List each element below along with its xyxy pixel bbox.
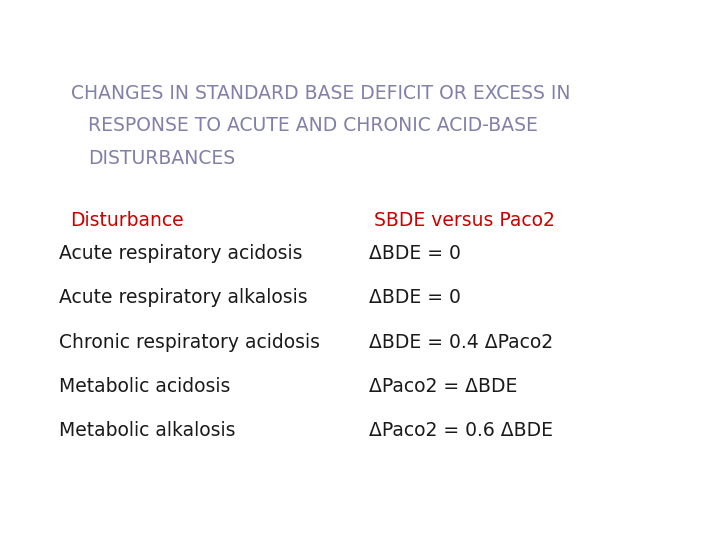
Text: ΔBDE = 0: ΔBDE = 0 [369, 288, 461, 307]
Text: Acute respiratory alkalosis: Acute respiratory alkalosis [59, 288, 307, 307]
Text: SBDE versus Paco2: SBDE versus Paco2 [374, 211, 555, 229]
Text: ΔBDE = 0: ΔBDE = 0 [369, 244, 461, 263]
Text: ΔBDE = 0.4 ΔPaco2: ΔBDE = 0.4 ΔPaco2 [369, 333, 553, 352]
Text: Metabolic acidosis: Metabolic acidosis [59, 377, 230, 396]
Text: DISTURBANCES: DISTURBANCES [88, 148, 235, 167]
Text: ΔPaco2 = ΔBDE: ΔPaco2 = ΔBDE [369, 377, 517, 396]
Text: Metabolic alkalosis: Metabolic alkalosis [59, 421, 235, 440]
Text: Chronic respiratory acidosis: Chronic respiratory acidosis [59, 333, 320, 352]
Text: RESPONSE TO ACUTE AND CHRONIC ACID-BASE: RESPONSE TO ACUTE AND CHRONIC ACID-BASE [88, 116, 538, 135]
Text: CHANGES IN STANDARD BASE DEFICIT OR EXCESS IN: CHANGES IN STANDARD BASE DEFICIT OR EXCE… [71, 84, 570, 103]
Text: ΔPaco2 = 0.6 ΔBDE: ΔPaco2 = 0.6 ΔBDE [369, 421, 553, 440]
Text: Disturbance: Disturbance [71, 211, 184, 229]
Text: Acute respiratory acidosis: Acute respiratory acidosis [59, 244, 302, 263]
